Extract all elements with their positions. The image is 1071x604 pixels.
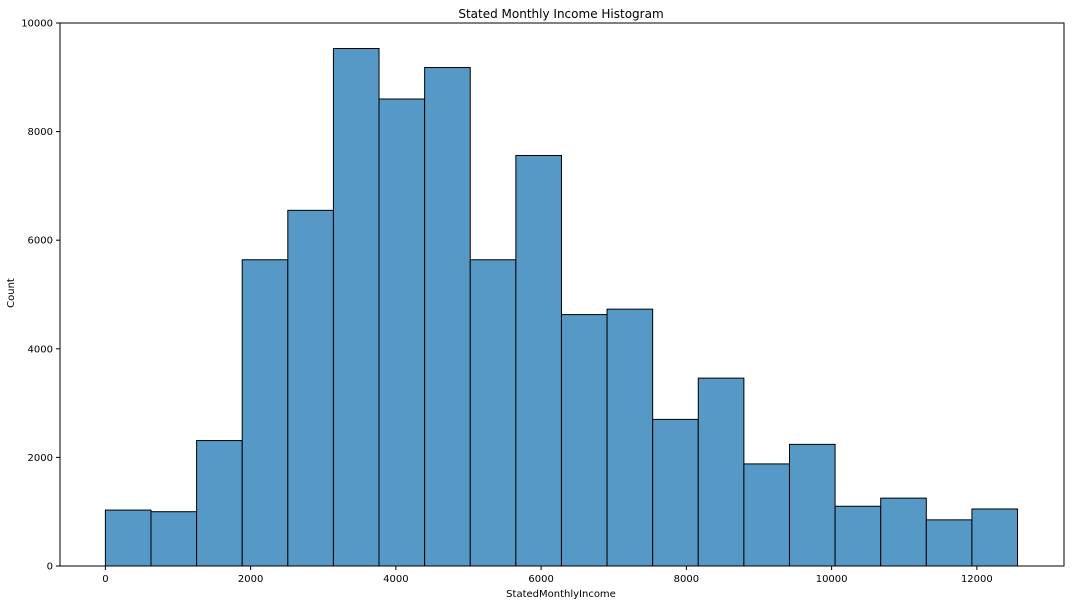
histogram-bar <box>332 48 380 567</box>
x-tick-label: 4000 <box>383 574 408 585</box>
histogram-bar <box>424 67 471 567</box>
x-tick-label: 0 <box>102 574 108 585</box>
histogram-bar <box>515 154 562 567</box>
histogram-bar <box>788 443 836 567</box>
chart-title: Stated Monthly Income Histogram <box>458 7 663 21</box>
x-tick-label: 8000 <box>674 574 699 585</box>
x-tick-label: 10000 <box>816 574 848 585</box>
x-axis: 0 2000 4000 6000 8000 10000 12000 <box>102 566 993 585</box>
x-tick-label: 12000 <box>961 574 993 585</box>
histogram-bar <box>743 463 790 567</box>
histogram-bar <box>560 314 608 567</box>
histogram-bar <box>697 377 745 567</box>
x-axis-label: StatedMonthlyIncome <box>506 589 616 600</box>
x-tick-label: 6000 <box>528 574 553 585</box>
histogram-bar <box>104 509 152 567</box>
histogram-bar <box>287 209 334 567</box>
histogram-bar <box>469 259 517 567</box>
y-axis: 0 2000 4000 6000 8000 10000 <box>21 19 60 573</box>
histogram-bar <box>971 508 1019 567</box>
y-tick-label: 0 <box>47 562 53 573</box>
histogram-bar <box>196 440 243 567</box>
bars-group <box>104 48 1019 567</box>
y-tick-label: 10000 <box>21 19 53 30</box>
y-tick-label: 2000 <box>28 453 53 464</box>
histogram-bar <box>241 259 289 567</box>
y-tick-label: 6000 <box>28 236 53 247</box>
histogram-bar <box>606 308 654 567</box>
histogram-bar <box>652 418 699 567</box>
histogram-bar <box>150 511 198 567</box>
y-tick-label: 8000 <box>28 127 53 138</box>
y-axis-label: Count <box>6 278 17 308</box>
plot-frame <box>59 22 1065 567</box>
histogram-bar <box>834 505 882 567</box>
histogram-bar <box>925 519 973 567</box>
x-tick-label: 2000 <box>238 574 263 585</box>
histogram-bar <box>880 497 927 567</box>
y-tick-label: 4000 <box>28 344 53 355</box>
histogram-bar <box>378 98 426 567</box>
